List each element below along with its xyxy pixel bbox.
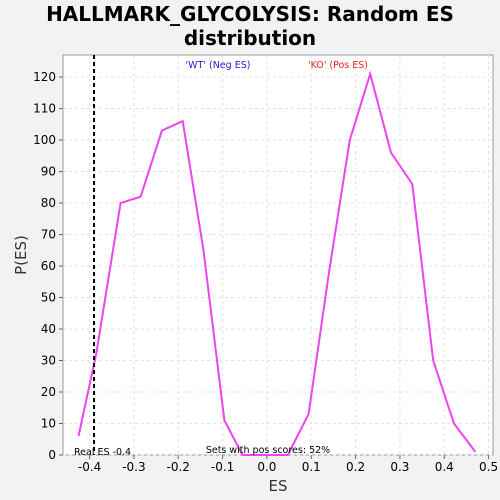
y-tick-label: 90 (41, 165, 56, 179)
x-tick-label: 0.0 (257, 460, 276, 474)
y-tick-label: 0 (48, 448, 56, 462)
x-tick-label: 0.1 (302, 460, 321, 474)
x-tick-label: 0.3 (390, 460, 409, 474)
x-axis-label: ES (269, 477, 288, 495)
x-tick-label: 0.2 (346, 460, 365, 474)
chart-title: HALLMARK_GLYCOLYSIS: Random ES distribut… (0, 2, 500, 50)
y-tick-label: 110 (33, 102, 56, 116)
y-tick-label: 120 (33, 70, 56, 84)
plot-area (62, 54, 494, 456)
es-distribution-line (77, 70, 477, 456)
y-tick-label: 10 (41, 417, 56, 431)
y-tick-label: 40 (41, 322, 56, 336)
y-tick-label: 100 (33, 133, 56, 147)
y-tick-label: 20 (41, 385, 56, 399)
x-tick-label: 0.5 (479, 460, 498, 474)
y-tick-label: 60 (41, 259, 56, 273)
pos-sets-label: Sets with pos scores: 52% (206, 445, 330, 456)
y-tick-label: 80 (41, 196, 56, 210)
x-tick-label: -0.4 (78, 460, 101, 474)
real-es-label: Real ES -0.4 (74, 447, 131, 458)
legend-neg-es: 'WT' (Neg ES) (186, 60, 251, 71)
x-tick-label: 0.4 (435, 460, 454, 474)
chart-title-line-2: distribution (183, 26, 317, 50)
chart-title-line-1: HALLMARK_GLYCOLYSIS: Random ES (46, 2, 454, 26)
legend-pos-es: 'KO' (Pos ES) (308, 60, 368, 71)
y-tick-label: 50 (41, 291, 56, 305)
y-tick-label: 70 (41, 228, 56, 242)
x-axis-ticks: -0.4 -0.3 -0.2 -0.1 0.0 0.1 0.2 0.3 0.4 0.5 (78, 455, 498, 474)
x-tick-label: -0.2 (167, 460, 190, 474)
x-tick-label: -0.3 (122, 460, 145, 474)
y-axis-ticks: 0 10 20 30 40 50 60 70 80 90 100 110 120 (33, 70, 63, 462)
x-tick-label: -0.1 (211, 460, 234, 474)
y-tick-label: 30 (41, 354, 56, 368)
y-axis-label: P(ES) (12, 235, 30, 275)
